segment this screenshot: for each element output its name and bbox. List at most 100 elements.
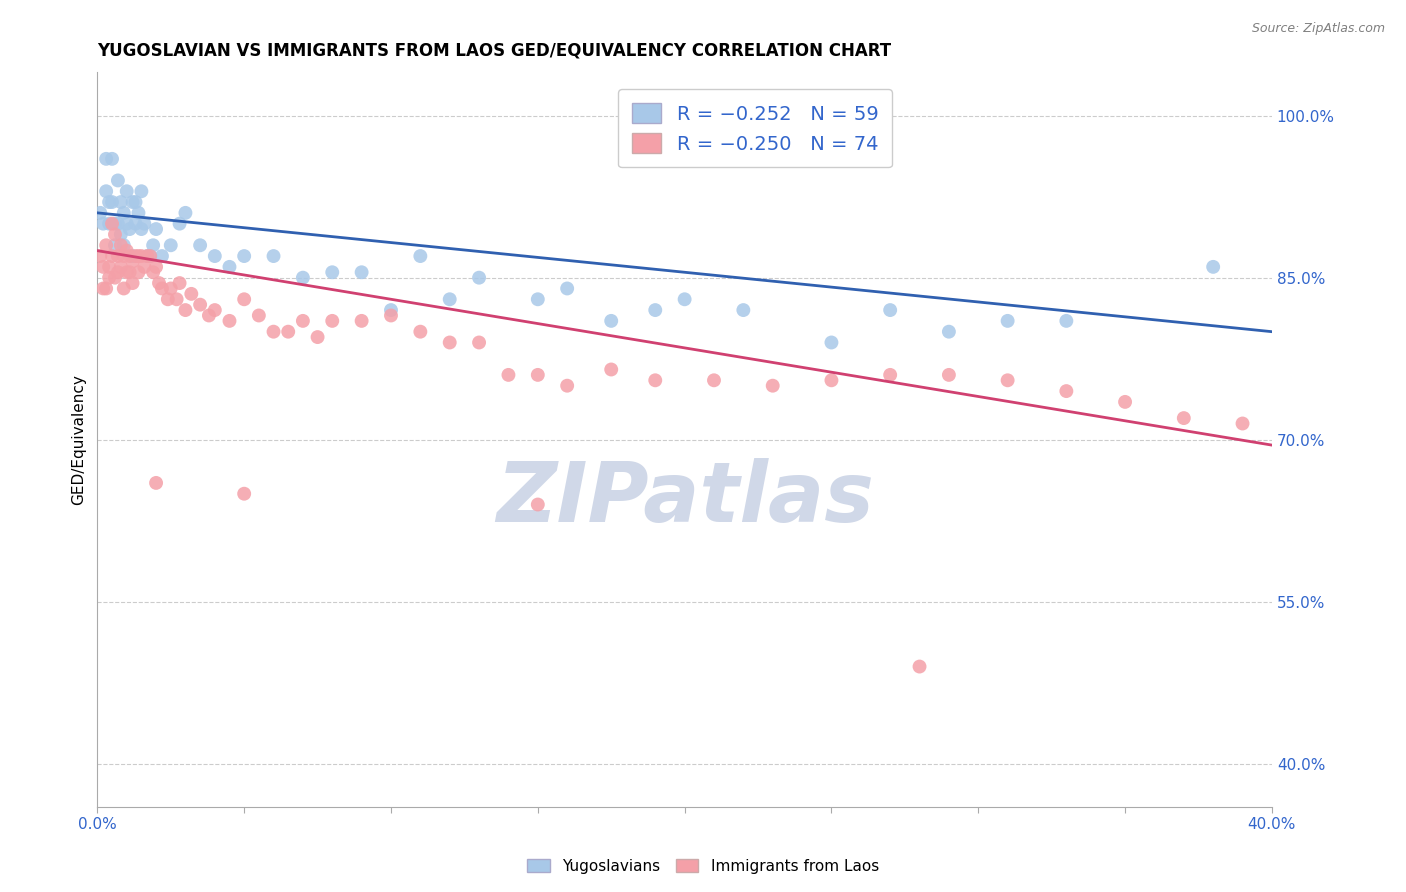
Point	[908, 659, 931, 673]
Point	[291, 314, 314, 328]
Point	[555, 281, 578, 295]
Point	[439, 335, 461, 350]
Point	[204, 249, 226, 263]
Point	[820, 373, 842, 387]
Point	[380, 303, 402, 318]
Point	[136, 249, 159, 263]
Point	[136, 249, 159, 263]
Point	[156, 293, 179, 307]
Point	[145, 260, 167, 274]
Point	[101, 217, 124, 231]
Point	[110, 260, 132, 274]
Point	[1232, 417, 1254, 431]
Point	[96, 281, 118, 295]
Point	[96, 184, 118, 198]
Point	[350, 314, 373, 328]
Point	[938, 368, 960, 382]
Point	[468, 270, 491, 285]
Point	[91, 281, 114, 295]
Point	[115, 244, 138, 258]
Point	[218, 314, 240, 328]
Point	[233, 249, 256, 263]
Point	[555, 378, 578, 392]
Point	[159, 281, 181, 295]
Point	[1114, 395, 1136, 409]
Point	[307, 330, 329, 344]
Point	[527, 368, 550, 382]
Text: ZIPatlas: ZIPatlas	[496, 458, 873, 539]
Point	[468, 335, 491, 350]
Point	[91, 260, 114, 274]
Point	[644, 373, 666, 387]
Legend: Yugoslavians, Immigrants from Laos: Yugoslavians, Immigrants from Laos	[522, 853, 884, 880]
Point	[101, 195, 124, 210]
Point	[188, 238, 211, 252]
Point	[107, 249, 129, 263]
Point	[150, 281, 173, 295]
Point	[98, 195, 121, 210]
Point	[112, 281, 135, 295]
Point	[134, 260, 156, 274]
Point	[104, 217, 127, 231]
Point	[101, 249, 124, 263]
Point	[107, 217, 129, 231]
Point	[112, 238, 135, 252]
Point	[1054, 314, 1077, 328]
Point	[159, 238, 181, 252]
Point	[703, 373, 725, 387]
Point	[879, 368, 901, 382]
Y-axis label: GED/Equivalency: GED/Equivalency	[72, 375, 86, 505]
Point	[118, 265, 141, 279]
Point	[131, 184, 153, 198]
Point	[110, 195, 132, 210]
Point	[233, 293, 256, 307]
Text: YUGOSLAVIAN VS IMMIGRANTS FROM LAOS GED/EQUIVALENCY CORRELATION CHART: YUGOSLAVIAN VS IMMIGRANTS FROM LAOS GED/…	[97, 42, 891, 60]
Point	[233, 486, 256, 500]
Point	[148, 276, 170, 290]
Point	[527, 498, 550, 512]
Point	[1202, 260, 1225, 274]
Point	[110, 238, 132, 252]
Point	[107, 173, 129, 187]
Point	[112, 249, 135, 263]
Point	[96, 238, 118, 252]
Text: Source: ZipAtlas.com: Source: ZipAtlas.com	[1251, 22, 1385, 36]
Point	[121, 249, 143, 263]
Point	[145, 222, 167, 236]
Point	[142, 265, 165, 279]
Point	[263, 325, 285, 339]
Point	[121, 195, 143, 210]
Point	[498, 368, 520, 382]
Point	[409, 325, 432, 339]
Point	[938, 325, 960, 339]
Point	[124, 195, 146, 210]
Point	[115, 184, 138, 198]
Point	[104, 227, 127, 242]
Point	[142, 238, 165, 252]
Point	[204, 303, 226, 318]
Point	[644, 303, 666, 318]
Point	[1054, 384, 1077, 398]
Point	[762, 378, 785, 392]
Point	[145, 475, 167, 490]
Point	[98, 270, 121, 285]
Point	[263, 249, 285, 263]
Point	[600, 314, 623, 328]
Point	[89, 206, 111, 220]
Point	[139, 249, 162, 263]
Point	[134, 217, 156, 231]
Point	[118, 249, 141, 263]
Point	[997, 314, 1019, 328]
Point	[107, 265, 129, 279]
Point	[997, 373, 1019, 387]
Point	[733, 303, 755, 318]
Point	[91, 217, 114, 231]
Point	[127, 249, 149, 263]
Point	[180, 286, 202, 301]
Point	[118, 222, 141, 236]
Point	[166, 293, 188, 307]
Point	[115, 217, 138, 231]
Point	[188, 298, 211, 312]
Point	[409, 249, 432, 263]
Point	[127, 206, 149, 220]
